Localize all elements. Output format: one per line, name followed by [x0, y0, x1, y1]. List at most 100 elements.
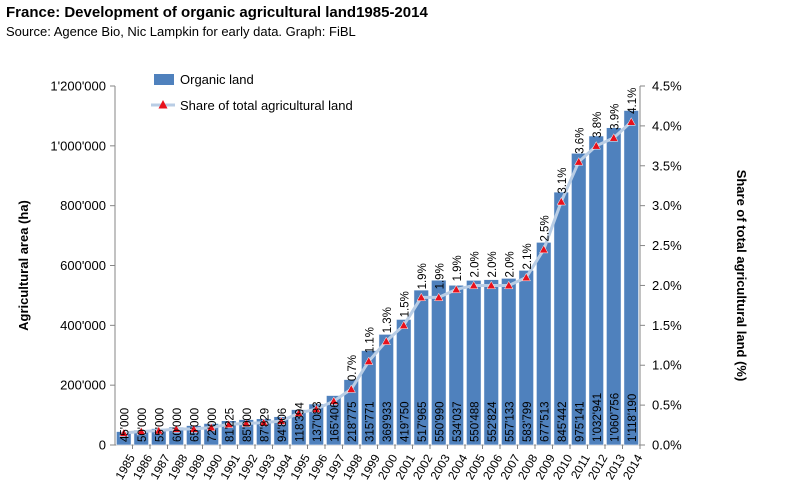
bar-value-label: 81'225 [224, 408, 236, 442]
y-tick-label-left: 1'000'000 [50, 138, 106, 153]
share-marker [171, 424, 181, 433]
bar-value-label: 65'000 [189, 408, 201, 442]
share-marker [381, 336, 391, 345]
x-tick-label: 2014 [620, 452, 646, 482]
bar-value-label: 165'406 [329, 401, 341, 442]
bar-value-label: 72'000 [207, 408, 219, 442]
bar-value-label: 55'000 [154, 408, 166, 442]
bar [413, 289, 429, 446]
bar [518, 270, 534, 446]
bar [308, 403, 324, 446]
bar-value-label: 50'000 [137, 408, 149, 442]
share-marker [224, 419, 234, 428]
bar [553, 191, 569, 446]
share-value-label: 2.0% [504, 251, 516, 277]
share-marker [119, 428, 129, 437]
share-value-label: 1.9% [452, 255, 464, 281]
bar [378, 334, 394, 446]
y-tick-label-right: 2.5% [652, 238, 682, 253]
y-axis-title-left: Agricultural area (ha) [16, 200, 31, 331]
bar-value-label: 845'442 [557, 401, 569, 442]
bar-value-label: 534'037 [452, 401, 464, 442]
bar [361, 350, 377, 446]
bar-value-label: 1'060'756 [609, 393, 621, 442]
legend-label-share: Share of total agricultural land [180, 98, 353, 113]
y-tick-label-right: 4.5% [652, 79, 682, 94]
y-axis-title-right: Share of total agricultural land (%) [734, 170, 749, 382]
share-marker [591, 141, 601, 150]
share-value-label: 3.8% [592, 112, 604, 138]
share-value-label: 2.0% [487, 251, 499, 277]
y-tick-label-left: 1'200'000 [50, 79, 106, 94]
y-tick-label-right: 1.0% [652, 358, 682, 373]
share-value-label: 3.6% [574, 128, 586, 154]
y-tick-label-left: 200'000 [60, 378, 106, 393]
bar-value-label: 583'799 [522, 401, 534, 442]
share-marker [486, 280, 496, 290]
share-marker [276, 416, 286, 425]
bar-value-label: 677'513 [539, 401, 551, 442]
share-marker [259, 417, 269, 427]
y-tick-label-right: 3.0% [652, 198, 682, 213]
legend-swatch-share-marker [158, 100, 168, 109]
share-value-label: 2.5% [539, 215, 551, 241]
bar-value-label: 87'829 [259, 408, 271, 442]
y-tick-label-left: 800'000 [60, 198, 106, 213]
share-value-label: 0.7% [347, 355, 359, 381]
y-tick-label-left: 600'000 [60, 258, 106, 273]
share-marker [399, 320, 409, 329]
bar [466, 280, 482, 446]
bar [483, 279, 499, 446]
share-value-label: 1.3% [382, 307, 394, 333]
y-tick-label-left: 400'000 [60, 318, 106, 333]
share-marker [469, 280, 479, 290]
bar-value-label: 369'933 [382, 401, 394, 442]
chart-title: France: Development of organic agricultu… [6, 4, 428, 21]
y-tick-label-right: 4.0% [652, 118, 682, 133]
share-marker [416, 292, 426, 302]
bar-value-label: 60'000 [172, 408, 184, 442]
share-marker [189, 424, 199, 433]
share-marker [539, 244, 549, 254]
share-value-label: 1.1% [364, 327, 376, 353]
legend-swatch-organic-land [154, 74, 174, 85]
share-marker [346, 384, 356, 393]
bar [606, 127, 622, 446]
bar-value-label: 85'000 [242, 408, 254, 442]
bar-value-label: 975'141 [574, 401, 586, 442]
share-marker [294, 408, 304, 417]
share-value-label: 1.9% [434, 263, 446, 289]
bar-value-label: 118'394 [294, 402, 306, 442]
share-marker [574, 157, 584, 166]
share-marker [136, 426, 146, 436]
bar [623, 110, 639, 446]
y-tick-label-left: 0 [99, 438, 106, 453]
bar-value-label: 557'133 [504, 401, 516, 442]
y-tick-label-right: 0.5% [652, 398, 682, 413]
bar [326, 395, 342, 446]
y-tick-label-right: 2.0% [652, 278, 682, 293]
y-tick-label-right: 3.5% [652, 158, 682, 173]
bar-value-label: 1'032'941 [592, 393, 604, 442]
share-marker [154, 425, 164, 435]
share-marker [241, 418, 251, 428]
share-value-label: 1.9% [417, 263, 429, 289]
chart-subtitle: Source: Agence Bio, Nic Lampkin for earl… [6, 24, 356, 39]
bar-value-label: 419'750 [399, 401, 411, 442]
bar-value-label: 517'965 [417, 401, 429, 442]
share-marker [556, 196, 566, 206]
legend-label-organic-land: Organic land [180, 72, 254, 87]
bar-value-label: 218'775 [347, 401, 359, 442]
bar-value-label: 315'771 [364, 401, 376, 442]
bar-value-label: 94'806 [277, 408, 289, 442]
bar-value-label: 550'488 [469, 401, 481, 442]
share-value-label: 3.9% [609, 104, 621, 130]
share-marker [504, 280, 514, 290]
bar [536, 242, 552, 446]
bar [501, 278, 517, 446]
bar-value-label: 45'000 [119, 408, 131, 442]
y-tick-label-right: 1.5% [652, 318, 682, 333]
bar-value-label: 552'824 [487, 401, 499, 442]
bar [571, 152, 587, 446]
